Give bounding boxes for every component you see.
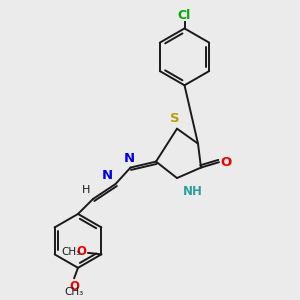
- Text: H: H: [82, 184, 90, 194]
- Text: O: O: [69, 280, 80, 293]
- Text: NH: NH: [182, 184, 202, 198]
- Text: S: S: [170, 112, 179, 125]
- Text: O: O: [76, 245, 86, 259]
- Text: CH₃: CH₃: [65, 287, 84, 297]
- Text: Cl: Cl: [178, 8, 191, 22]
- Text: N: N: [124, 152, 135, 165]
- Text: N: N: [102, 169, 113, 182]
- Text: CH₃: CH₃: [62, 247, 81, 257]
- Text: O: O: [221, 156, 232, 169]
